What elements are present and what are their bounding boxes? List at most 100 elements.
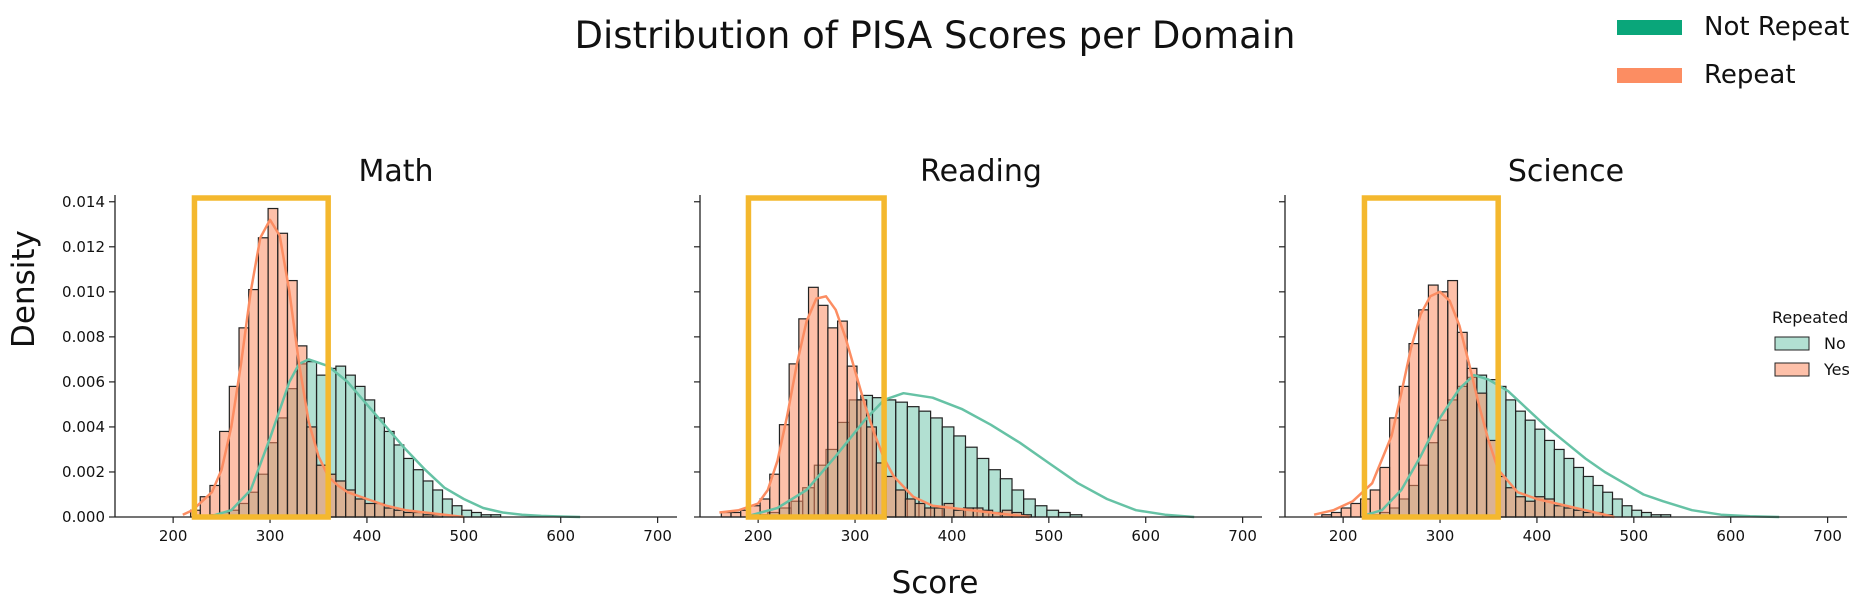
histogram-bar bbox=[817, 304, 829, 518]
histogram-bar bbox=[964, 446, 978, 518]
histogram-bar bbox=[238, 327, 250, 518]
histogram-bar bbox=[1437, 291, 1449, 518]
kde-line-no bbox=[1362, 373, 1780, 519]
histogram-bar bbox=[1398, 385, 1410, 518]
panel-reading: 200 300 400 500 600 700 Reading bbox=[694, 154, 1262, 545]
histogram-bar bbox=[1515, 496, 1526, 518]
histogram-bar bbox=[856, 399, 868, 518]
histogram-bar bbox=[412, 469, 424, 518]
histogram-bar bbox=[953, 509, 965, 518]
legend-not-repeat: Not Repeat bbox=[1617, 12, 1849, 42]
histogram-bar bbox=[1640, 511, 1652, 518]
highlight-box bbox=[1361, 195, 1501, 520]
kde-line-no bbox=[192, 358, 581, 519]
histogram-bar bbox=[1553, 505, 1565, 518]
histogram-bar bbox=[933, 507, 945, 518]
y-tick-label: 0.006 bbox=[62, 373, 105, 391]
histogram-bar bbox=[383, 430, 395, 518]
histogram-bar bbox=[296, 345, 308, 518]
histogram-bar bbox=[257, 237, 269, 518]
legend-swatch-not-repeat bbox=[1617, 19, 1682, 35]
histogram-bar bbox=[788, 363, 800, 518]
histogram-bar bbox=[1350, 502, 1362, 518]
histogram-bar bbox=[403, 511, 415, 518]
kde-line-yes bbox=[182, 218, 464, 519]
y-tick-label: 0.002 bbox=[62, 463, 105, 481]
histogram-bar bbox=[1505, 487, 1517, 518]
inner-legend-label-no: No bbox=[1824, 334, 1846, 353]
histogram-bar bbox=[1582, 511, 1594, 518]
y-tick-label: 0.008 bbox=[62, 328, 105, 346]
histogram-bar bbox=[1057, 511, 1071, 518]
x-tick-label: 600 bbox=[1131, 527, 1160, 545]
histogram-bar bbox=[730, 511, 742, 518]
histogram-bar bbox=[364, 502, 376, 518]
histogram-bar bbox=[866, 426, 877, 518]
x-tick-label: 600 bbox=[1716, 527, 1745, 545]
histogram-bar bbox=[470, 511, 482, 518]
histogram-bar bbox=[1340, 507, 1352, 518]
kde-line-yes bbox=[719, 295, 1030, 519]
legend-swatch-repeat bbox=[1617, 67, 1682, 83]
x-axis-label: Score bbox=[891, 565, 979, 601]
histogram-bar bbox=[1524, 500, 1536, 518]
x-tick-label: 200 bbox=[159, 527, 188, 545]
histogram-bar bbox=[393, 509, 405, 518]
y-tick-label: 0.012 bbox=[62, 238, 105, 256]
x-tick-label: 200 bbox=[1329, 527, 1358, 545]
histogram-bar bbox=[1418, 309, 1430, 518]
x-tick-label: 400 bbox=[1523, 527, 1552, 545]
histogram-bar bbox=[1602, 491, 1614, 518]
histogram-bar bbox=[403, 457, 415, 518]
x-tick-label: 300 bbox=[1426, 527, 1455, 545]
panel-math: 200 300 400 500 600 700 0.000 0.002 0.004 0.006 0.… bbox=[62, 154, 677, 545]
histogram-bar bbox=[315, 464, 327, 518]
y-tick-label: 0.000 bbox=[62, 508, 105, 526]
x-tick-label: 200 bbox=[744, 527, 773, 545]
histogram-bar bbox=[1456, 331, 1468, 518]
x-tick-label: 300 bbox=[841, 527, 870, 545]
histogram-bar bbox=[904, 498, 916, 518]
x-tick-label: 700 bbox=[643, 527, 672, 545]
figure-title: Distribution of PISA Scores per Domain bbox=[574, 14, 1296, 57]
panel-title: Reading bbox=[920, 154, 1042, 189]
legend-label-repeat: Repeat bbox=[1704, 60, 1796, 90]
histogram-bar bbox=[1034, 505, 1048, 518]
histogram-bar bbox=[930, 417, 943, 518]
histogram-bar bbox=[1621, 505, 1633, 518]
x-tick-label: 500 bbox=[450, 527, 479, 545]
histogram-bar bbox=[393, 444, 405, 518]
y-tick-label: 0.010 bbox=[62, 283, 105, 301]
x-tick-label: 400 bbox=[938, 527, 967, 545]
legend-label-not-repeat: Not Repeat bbox=[1704, 12, 1850, 42]
highlight-box bbox=[191, 195, 331, 520]
x-tick-label: 500 bbox=[1620, 527, 1649, 545]
histogram-bar bbox=[953, 435, 967, 518]
inner-legend: Repeated No Yes bbox=[1772, 308, 1850, 379]
x-tick-label: 400 bbox=[353, 527, 382, 545]
highlight-box bbox=[745, 195, 887, 520]
x-tick-label: 300 bbox=[256, 527, 285, 545]
panel-title: Math bbox=[358, 154, 433, 189]
series-yes bbox=[189, 207, 444, 518]
inner-legend-swatch-no bbox=[1774, 336, 1810, 351]
histogram-bar bbox=[827, 327, 839, 518]
histogram-bar bbox=[924, 507, 936, 518]
x-tick-label: 500 bbox=[1035, 527, 1064, 545]
histogram-bar bbox=[895, 489, 907, 518]
histogram-bar bbox=[1573, 509, 1585, 518]
histogram-bar bbox=[836, 320, 848, 518]
histogram-bar bbox=[1427, 284, 1439, 518]
histogram-bar bbox=[383, 507, 395, 518]
histogram-bar bbox=[1563, 507, 1575, 518]
kde-line-yes bbox=[1313, 290, 1615, 519]
y-axis-label: Density bbox=[6, 230, 42, 348]
histogram-bar bbox=[354, 498, 366, 518]
histogram-bar bbox=[1330, 511, 1342, 518]
inner-legend-swatch-yes bbox=[1774, 362, 1810, 377]
x-tick-label: 700 bbox=[1228, 527, 1257, 545]
histogram-bar bbox=[914, 502, 926, 518]
histogram-bar bbox=[1046, 509, 1060, 518]
x-tick-label: 600 bbox=[546, 527, 575, 545]
